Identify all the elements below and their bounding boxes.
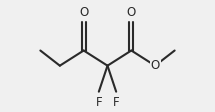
Text: O: O bbox=[127, 6, 136, 19]
Text: O: O bbox=[79, 6, 88, 19]
Text: F: F bbox=[95, 96, 102, 109]
Text: F: F bbox=[113, 96, 120, 109]
Text: O: O bbox=[150, 59, 160, 72]
